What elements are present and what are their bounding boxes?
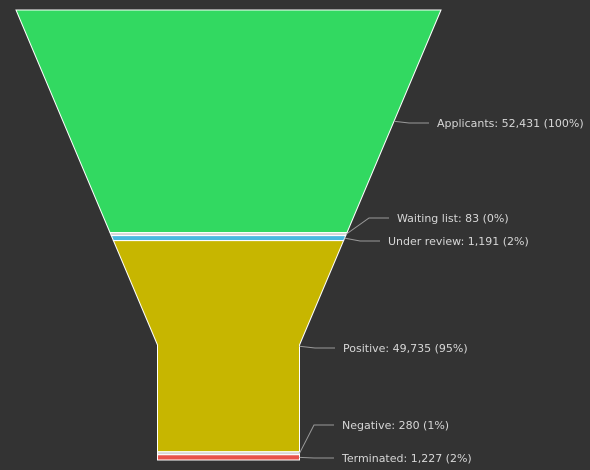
- leader-line-under-review: [344, 237, 380, 242]
- funnel-segment-positive[interactable]: [112, 240, 345, 453]
- funnel-leader-lines: [299, 120, 429, 459]
- funnel-segment-terminated[interactable]: [157, 454, 300, 461]
- stage-label-waiting-list: Waiting list: 83 (0%): [397, 212, 509, 225]
- funnel-labels: Applicants: 52,431 (100%) Waiting list: 8…: [341, 117, 584, 465]
- leader-line-waiting-list: [346, 217, 389, 235]
- funnel-segment-applicants[interactable]: [15, 9, 442, 234]
- leader-line-applicants: [393, 120, 429, 124]
- funnel-segment-under-review[interactable]: [110, 235, 347, 242]
- stage-label-terminated: Terminated: 1,227 (2%): [341, 452, 472, 465]
- leader-line-negative: [299, 424, 334, 454]
- stage-label-under-review: Under review: 1,191 (2%): [388, 235, 529, 248]
- leader-line-positive: [299, 345, 335, 349]
- stage-label-applicants: Applicants: 52,431 (100%): [437, 117, 584, 130]
- stage-label-positive: Positive: 49,735 (95%): [343, 342, 468, 355]
- leader-line-terminated: [299, 456, 334, 459]
- funnel-segments: [15, 9, 442, 461]
- stage-label-negative: Negative: 280 (1%): [342, 419, 449, 432]
